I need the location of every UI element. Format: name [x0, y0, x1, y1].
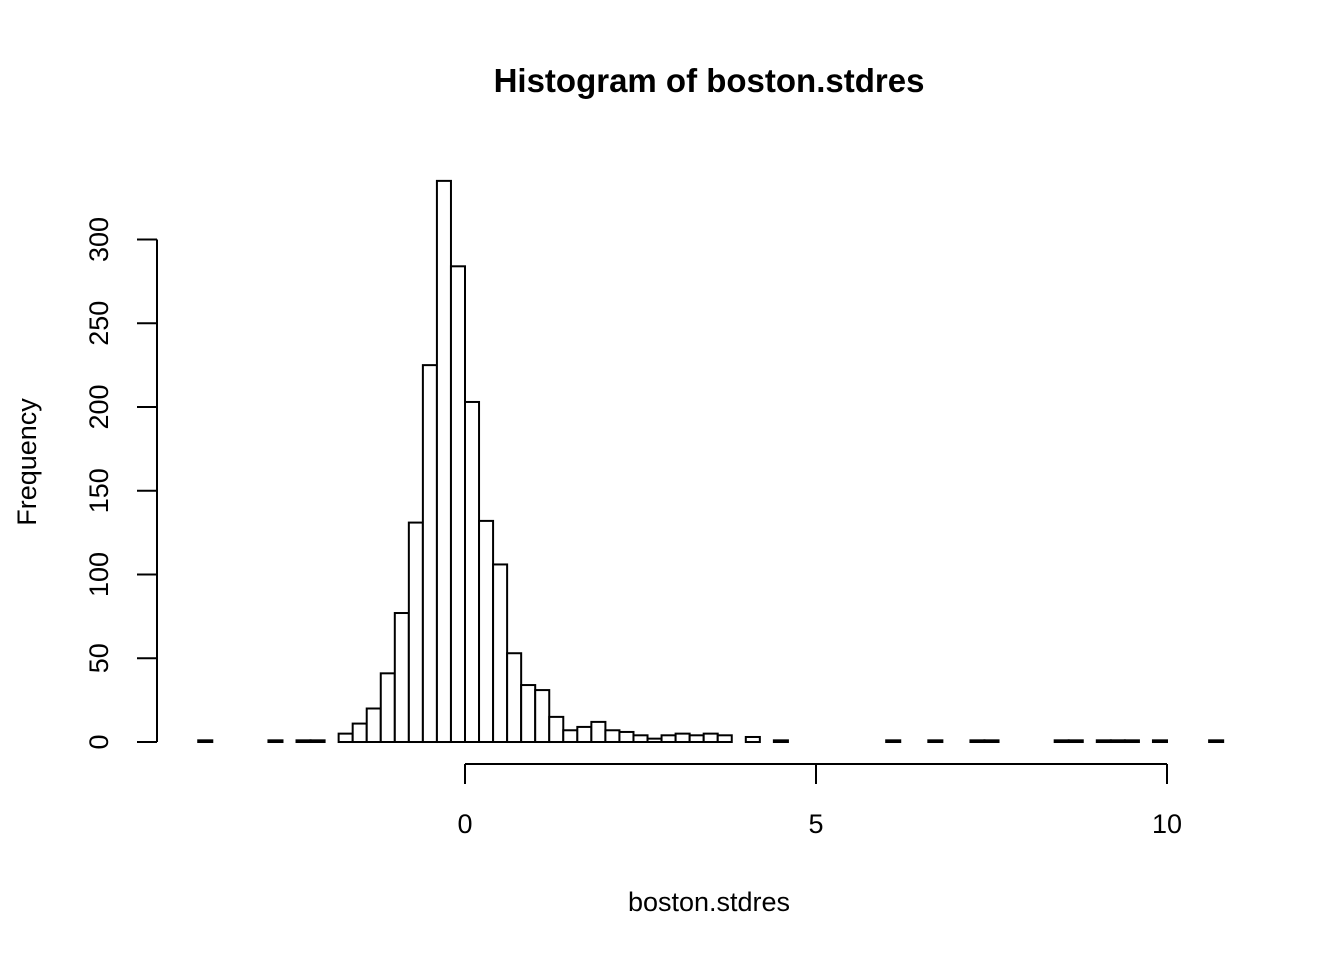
histogram-bar [927, 739, 944, 744]
y-tick-label: 0 [84, 734, 114, 749]
histogram-bar [674, 732, 691, 744]
histogram-bar [1208, 739, 1225, 744]
histogram-bar [590, 720, 607, 744]
y-axis-label: Frequency [12, 398, 42, 526]
histogram-bar [632, 734, 649, 743]
y-tick-label: 200 [84, 384, 114, 429]
histogram-bar [772, 739, 789, 744]
histogram-bar [337, 732, 354, 744]
histogram-bar [506, 652, 523, 744]
y-tick-label: 150 [84, 468, 114, 513]
histogram-bar [1067, 739, 1084, 744]
histogram-bar [393, 612, 410, 743]
histogram-bar [1095, 739, 1112, 744]
histogram-bar [492, 563, 509, 744]
histogram-bar [464, 400, 481, 743]
histogram-bar [309, 739, 326, 744]
histogram-bar [197, 739, 214, 744]
bars-group [197, 179, 1225, 744]
y-tick-label: 100 [84, 552, 114, 597]
histogram-bar [660, 734, 677, 743]
histogram-bar [267, 739, 284, 744]
chart-title: Histogram of boston.stdres [494, 62, 925, 99]
histogram-bar [379, 672, 396, 744]
histogram-bar [351, 722, 368, 744]
histogram-bar [534, 689, 551, 744]
histogram-bar [562, 729, 579, 743]
histogram-bar [1151, 739, 1168, 744]
histogram-bar [1123, 739, 1140, 744]
histogram-bar [1109, 739, 1126, 744]
histogram-bar [407, 521, 424, 744]
histogram-bar [576, 725, 593, 743]
y-tick-label: 300 [84, 217, 114, 262]
histogram-bar [295, 739, 312, 744]
histogram-bar [885, 739, 902, 744]
histogram-bar [365, 707, 382, 743]
x-tick-label: 5 [808, 809, 823, 839]
y-tick-label: 250 [84, 301, 114, 346]
histogram-bar [983, 739, 1000, 744]
histogram-bar [1053, 739, 1070, 744]
histogram-bar [449, 265, 466, 743]
y-axis: 0 50 100 150 200 250 300 [84, 217, 158, 750]
histogram-bar [548, 715, 565, 744]
x-tick-label: 10 [1152, 809, 1182, 839]
histogram-bar [604, 729, 621, 743]
histogram-bar [688, 734, 705, 743]
x-axis-label: boston.stdres [628, 887, 790, 917]
histogram-bar [520, 684, 537, 743]
histogram-bar [478, 519, 495, 744]
x-tick-label: 0 [457, 809, 472, 839]
histogram-bar [421, 364, 438, 744]
histogram-bar [618, 730, 635, 744]
histogram-bar [716, 734, 733, 743]
x-axis: 0 5 10 [457, 763, 1182, 839]
histogram-bar [744, 735, 761, 744]
histogram-bar [702, 732, 719, 744]
histogram-bar [969, 739, 986, 744]
y-tick-label: 50 [84, 643, 114, 673]
histogram-bar [435, 179, 452, 744]
histogram-bar [646, 737, 663, 744]
